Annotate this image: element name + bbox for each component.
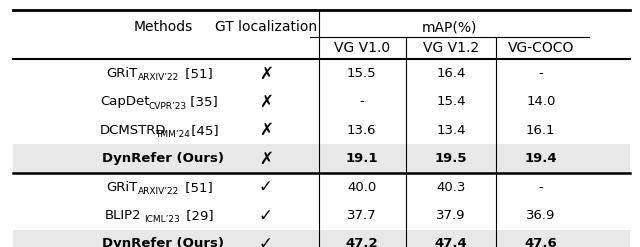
Text: CapDet: CapDet	[100, 95, 150, 108]
Text: ICML’23: ICML’23	[144, 215, 180, 225]
Text: 14.0: 14.0	[526, 95, 556, 108]
Text: 16.1: 16.1	[526, 124, 556, 137]
Text: DynRefer (Ours): DynRefer (Ours)	[102, 152, 224, 165]
FancyBboxPatch shape	[13, 144, 630, 173]
Text: -: -	[538, 181, 543, 194]
Text: ✗: ✗	[259, 150, 273, 168]
Text: ARXIV’22: ARXIV’22	[138, 187, 179, 196]
Text: [51]: [51]	[181, 67, 212, 80]
Text: ✗: ✗	[259, 64, 273, 82]
Text: 19.1: 19.1	[346, 152, 378, 165]
Text: GT localization: GT localization	[214, 20, 317, 34]
Text: [29]: [29]	[182, 209, 214, 222]
Text: 40.3: 40.3	[436, 181, 466, 194]
Text: -: -	[538, 67, 543, 80]
FancyBboxPatch shape	[13, 230, 630, 247]
Text: VG-COCO: VG-COCO	[508, 41, 574, 55]
Text: 37.9: 37.9	[436, 209, 466, 222]
Text: [35]: [35]	[186, 95, 218, 108]
Text: 47.4: 47.4	[435, 237, 468, 247]
Text: 13.6: 13.6	[347, 124, 376, 137]
Text: [51]: [51]	[181, 181, 212, 194]
Text: [45]: [45]	[188, 124, 219, 137]
Text: 15.4: 15.4	[436, 95, 466, 108]
Text: 37.7: 37.7	[347, 209, 376, 222]
Text: 47.2: 47.2	[346, 237, 378, 247]
Text: ✗: ✗	[259, 93, 273, 111]
Text: DCMSTRD: DCMSTRD	[99, 124, 166, 137]
Text: TMM’24: TMM’24	[155, 130, 189, 139]
Text: 15.5: 15.5	[347, 67, 376, 80]
Text: GRiT: GRiT	[106, 181, 137, 194]
Text: ✗: ✗	[259, 121, 273, 139]
Text: ✓: ✓	[259, 235, 273, 247]
Text: mAP(%): mAP(%)	[422, 20, 477, 34]
Text: Methods: Methods	[134, 20, 193, 34]
Text: VG V1.0: VG V1.0	[333, 41, 390, 55]
Text: -: -	[359, 95, 364, 108]
Text: 16.4: 16.4	[436, 67, 466, 80]
Text: 19.4: 19.4	[525, 152, 557, 165]
Text: 36.9: 36.9	[526, 209, 556, 222]
Text: 47.6: 47.6	[524, 237, 557, 247]
Text: GRiT: GRiT	[106, 67, 137, 80]
Text: ARXIV’22: ARXIV’22	[138, 73, 179, 82]
Text: 19.5: 19.5	[435, 152, 467, 165]
Text: 40.0: 40.0	[347, 181, 376, 194]
Text: CVPR’23: CVPR’23	[148, 102, 186, 111]
Text: ✓: ✓	[259, 206, 273, 225]
Text: BLIP2: BLIP2	[105, 209, 141, 222]
Text: DynRefer (Ours): DynRefer (Ours)	[102, 237, 224, 247]
Text: 13.4: 13.4	[436, 124, 466, 137]
Text: VG V1.2: VG V1.2	[423, 41, 479, 55]
Text: ✓: ✓	[259, 178, 273, 196]
